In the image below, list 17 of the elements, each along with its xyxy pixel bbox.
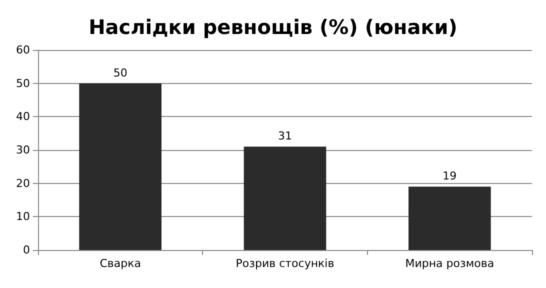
y-tick-label: 60 [16,44,30,56]
y-tick-label: 40 [16,110,30,124]
x-tick-label: Розрив стосунків [236,257,334,270]
bar [244,146,326,250]
y-tick-label: 10 [16,210,30,224]
x-tick-label: Сварка [100,257,141,270]
data-label: 31 [278,130,292,143]
y-tick-label: 20 [16,176,30,190]
chart-title: Наслідки ревнощів (%) (юнаки) [88,15,458,39]
data-label: 50 [113,66,128,80]
bar [79,83,162,250]
x-tick-label: Мирна розмова [405,257,494,270]
data-label: 19 [442,170,457,183]
y-tick-label: 0 [23,244,30,256]
y-tick-label: 50 [16,76,30,90]
bar [408,186,491,250]
y-tick-label: 30 [16,144,30,156]
